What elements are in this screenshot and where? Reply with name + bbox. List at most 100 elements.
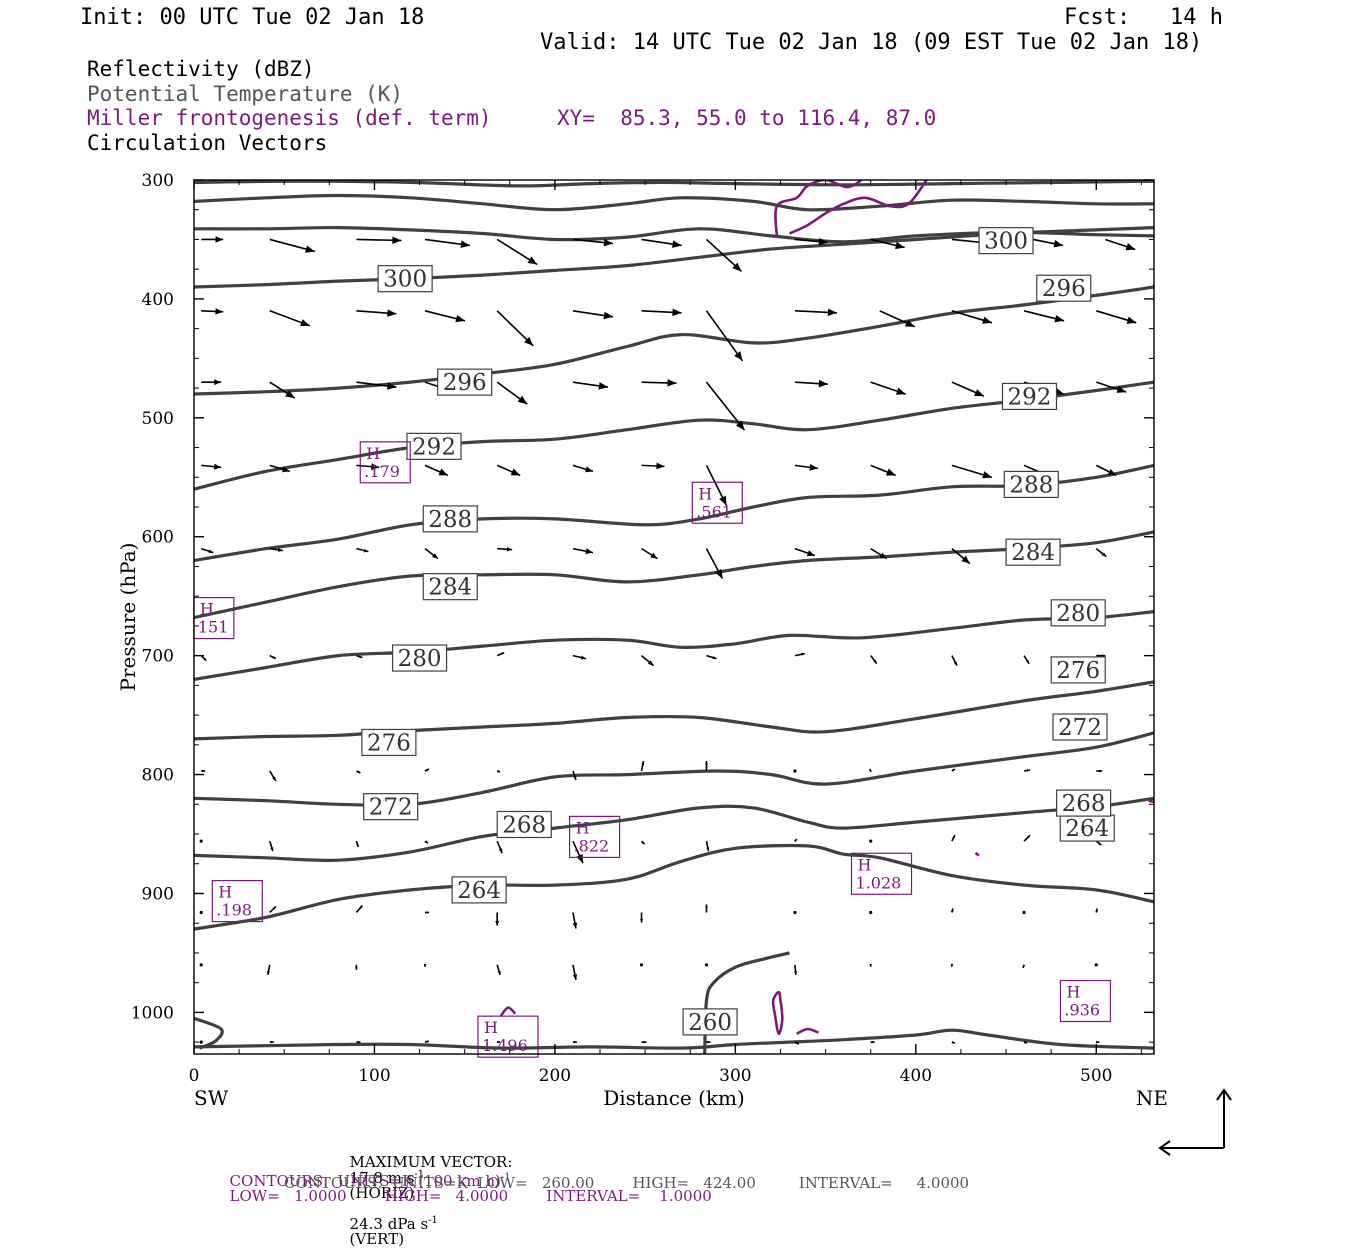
circulation-vector — [496, 840, 503, 854]
contour-label-288: 288 — [1003, 470, 1059, 498]
theta-contour-292 — [194, 380, 1154, 491]
circulation-vector — [870, 381, 906, 395]
svg-text:284: 284 — [1011, 540, 1055, 566]
circulation-vector — [424, 1040, 430, 1044]
theta-contour-296 — [194, 285, 1154, 396]
circulation-vector — [794, 463, 819, 471]
circulation-vector — [1105, 238, 1136, 251]
circulation-vector — [424, 238, 471, 249]
contour-label-284: 284 — [1005, 538, 1061, 566]
circulation-vector — [951, 1040, 956, 1044]
circulation-vector — [269, 905, 277, 914]
field-miller: Miller frontogenesis (def. term) — [87, 106, 492, 130]
frontogenesis-max-.561: H.561 — [691, 481, 743, 524]
circulation-vector — [199, 839, 203, 843]
contour-label-264: 264 — [451, 876, 507, 904]
svg-text:H: H — [1066, 982, 1080, 1001]
circulation-vector — [640, 760, 645, 772]
svg-text:.936: .936 — [1064, 1000, 1100, 1019]
circulation-vector — [199, 1040, 203, 1044]
x-tick-100: 100 — [358, 1066, 390, 1086]
circulation-vector — [705, 238, 743, 273]
circulation-vector — [356, 1040, 361, 1044]
circulation-vector — [1096, 654, 1106, 657]
svg-text:280: 280 — [1056, 601, 1100, 627]
circulation-vector — [1096, 381, 1127, 393]
svg-text:288: 288 — [1009, 472, 1053, 498]
contour-label-264: 264 — [1059, 814, 1115, 842]
circulation-vector — [705, 904, 708, 913]
circulation-vector — [869, 910, 873, 915]
circulation-vector — [879, 310, 916, 328]
circulation-vector — [870, 655, 878, 665]
circulation-vector — [497, 1040, 501, 1044]
circulation-vector — [641, 308, 682, 317]
circulation-vector — [356, 381, 397, 390]
circulation-vectors — [199, 236, 1137, 1045]
x-tick-500: 500 — [1080, 1066, 1112, 1086]
circulation-vector — [951, 768, 956, 772]
theta-contours — [194, 180, 1154, 1054]
frontogenesis-contour-6 — [974, 851, 980, 857]
frontogenesis-max-1.028: H1.028 — [850, 852, 913, 895]
circulation-vector — [1095, 464, 1117, 477]
svg-text:276: 276 — [1056, 658, 1100, 684]
circulation-vector — [269, 654, 277, 660]
circulation-vector — [641, 462, 665, 470]
circulation-vector — [1032, 238, 1064, 248]
x-tick-300: 300 — [719, 1066, 751, 1086]
circulation-vector — [1023, 1040, 1028, 1044]
circulation-vector — [572, 464, 594, 473]
circulation-vector — [356, 654, 363, 659]
circulation-vector — [794, 547, 816, 557]
circulation-vector — [496, 769, 501, 773]
theta-contour-unlabeled — [194, 1028, 1154, 1050]
circulation-vector — [496, 310, 534, 347]
circulation-vector — [793, 838, 798, 843]
svg-text:288: 288 — [428, 507, 472, 533]
circulation-vector — [496, 381, 528, 405]
svg-text:268: 268 — [1062, 791, 1106, 817]
field-theta: Potential Temperature (K) — [87, 82, 404, 106]
circulation-vector — [356, 547, 369, 553]
svg-text:H: H — [484, 1018, 498, 1037]
y-tick-1000: 1000 — [131, 1003, 174, 1023]
frontogenesis-max-.936: H.936 — [1059, 979, 1112, 1023]
circulation-vector — [1023, 655, 1030, 665]
circulation-vector — [951, 834, 956, 842]
circulation-vector — [1095, 908, 1099, 913]
circulation-vector — [641, 1040, 647, 1044]
circulation-vector — [640, 912, 643, 923]
circulation-vector — [1022, 910, 1026, 915]
circulation-vector — [1022, 964, 1026, 969]
circulation-vector — [706, 654, 717, 660]
circulation-vector — [355, 964, 358, 970]
circulation-vector — [704, 963, 709, 967]
circulation-vector — [269, 381, 296, 399]
theta-contour-280 — [194, 610, 1154, 681]
y-tick-400: 400 — [142, 290, 174, 310]
circulation-vector — [951, 655, 958, 667]
circulation-vector — [201, 236, 224, 243]
x-tick-400: 400 — [900, 1066, 932, 1086]
circulation-vector — [269, 238, 315, 253]
x-left-label: SW — [194, 1086, 229, 1110]
svg-text:H: H — [576, 818, 590, 837]
y-tick-600: 600 — [142, 528, 174, 548]
circulation-vector — [572, 547, 594, 555]
circulation-vector — [201, 769, 206, 773]
circulation-vector — [496, 464, 521, 477]
circulation-vector — [269, 1040, 274, 1044]
circulation-vector — [794, 1041, 800, 1045]
frontogenesis-contour-5 — [1148, 799, 1154, 804]
theta-contour-unlabeled — [194, 180, 1154, 188]
circulation-vector — [424, 911, 429, 914]
svg-text:300: 300 — [383, 267, 427, 293]
contour-label-292: 292 — [406, 432, 462, 460]
vert-tag: (VERT) — [349, 1230, 405, 1248]
svg-text:296: 296 — [443, 370, 487, 396]
circulation-vector — [356, 770, 361, 774]
init-time: Init: 00 UTC Tue 02 Jan 18 — [80, 5, 425, 30]
circulation-vector — [269, 770, 277, 782]
circulation-vector — [1096, 1040, 1100, 1044]
